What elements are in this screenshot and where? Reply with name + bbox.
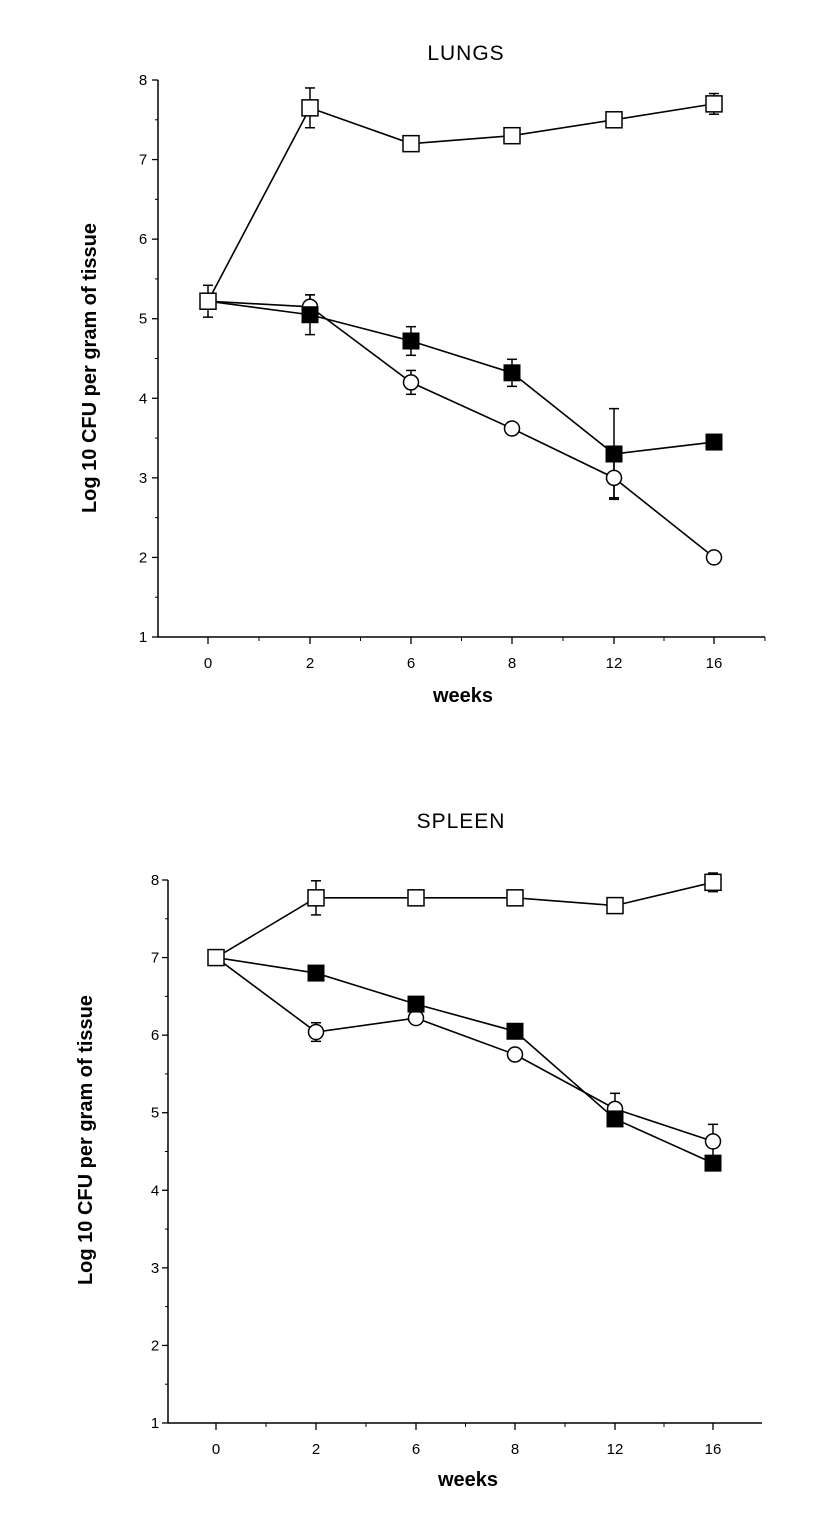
data-point-filled-square [503,364,521,382]
y-tick-label: 1 [151,1415,159,1432]
x-tick-label: 12 [607,1441,624,1458]
data-point-open-square [407,889,425,907]
data-point-filled-square [606,1110,624,1128]
y-tick-label: 6 [151,1027,159,1044]
x-tick-label: 0 [212,1441,220,1458]
y-axis-label: Log 10 CFU per gram of tissue [75,995,97,1285]
x-tick-label: 12 [606,655,623,672]
y-tick-label: 8 [139,72,147,89]
y-axis-label: Log 10 CFU per gram of tissue [79,223,101,513]
data-point-open-square [503,126,521,145]
y-tick-label: 7 [151,950,159,967]
x-tick-label: 8 [508,655,516,672]
data-point-open-circle [407,1009,425,1027]
data-point-open-circle [705,549,723,566]
x-axis-label: weeks [432,685,493,707]
y-tick-label: 5 [151,1105,159,1122]
y-tick-label: 3 [151,1260,159,1277]
data-point-filled-square [402,332,420,350]
data-point-open-square [207,948,225,967]
data-point-open-square [704,873,722,892]
series-line-open-circle [215,956,714,1143]
data-point-open-square [402,134,420,153]
data-point-open-circle [402,374,420,391]
x-tick-label: 2 [312,1441,320,1458]
data-point-open-circle [506,1046,524,1063]
data-point-open-square [705,95,723,113]
data-point-filled-square [301,306,319,324]
x-tick-label: 6 [412,1441,420,1458]
y-tick-label: 7 [139,152,147,169]
y-tick-label: 1 [139,629,147,646]
chart-title: LUNGS [427,42,504,65]
data-point-filled-square [705,433,723,451]
y-tick-label: 4 [139,390,147,407]
x-tick-label: 8 [511,1441,519,1458]
data-point-filled-square [506,1022,524,1040]
series-line-open-circle [207,300,715,559]
x-axis-label: weeks [437,1469,498,1491]
y-tick-label: 4 [151,1182,159,1199]
data-point-open-square [606,896,624,915]
data-point-filled-square [407,995,425,1013]
x-tick-label: 6 [407,655,415,672]
x-tick-label: 16 [706,655,723,672]
data-point-open-square [605,111,623,129]
y-tick-label: 6 [139,231,147,248]
data-point-open-square [301,99,319,117]
chart-title: SPLEEN [417,810,506,833]
data-point-filled-square [307,964,325,982]
y-tick-label: 2 [139,549,147,566]
data-point-open-circle [307,1023,325,1041]
y-tick-label: 2 [151,1337,159,1354]
data-point-open-square [199,292,217,310]
series-line-open-square [215,881,714,959]
series-line-filled-square [215,956,714,1164]
data-point-filled-square [704,1154,722,1172]
data-point-open-circle [605,469,623,487]
data-point-open-circle [704,1133,722,1150]
data-point-filled-square [605,445,623,463]
y-tick-label: 3 [139,470,147,487]
y-tick-label: 5 [139,311,147,328]
y-tick-label: 8 [151,872,159,889]
series-line-filled-square [207,300,715,455]
data-point-open-square [307,889,325,907]
x-tick-label: 2 [306,655,314,672]
series-line-open-square [207,103,715,302]
data-point-open-circle [503,420,521,437]
data-point-open-square [506,889,524,907]
x-tick-label: 0 [204,655,212,672]
x-tick-label: 16 [705,1441,722,1458]
